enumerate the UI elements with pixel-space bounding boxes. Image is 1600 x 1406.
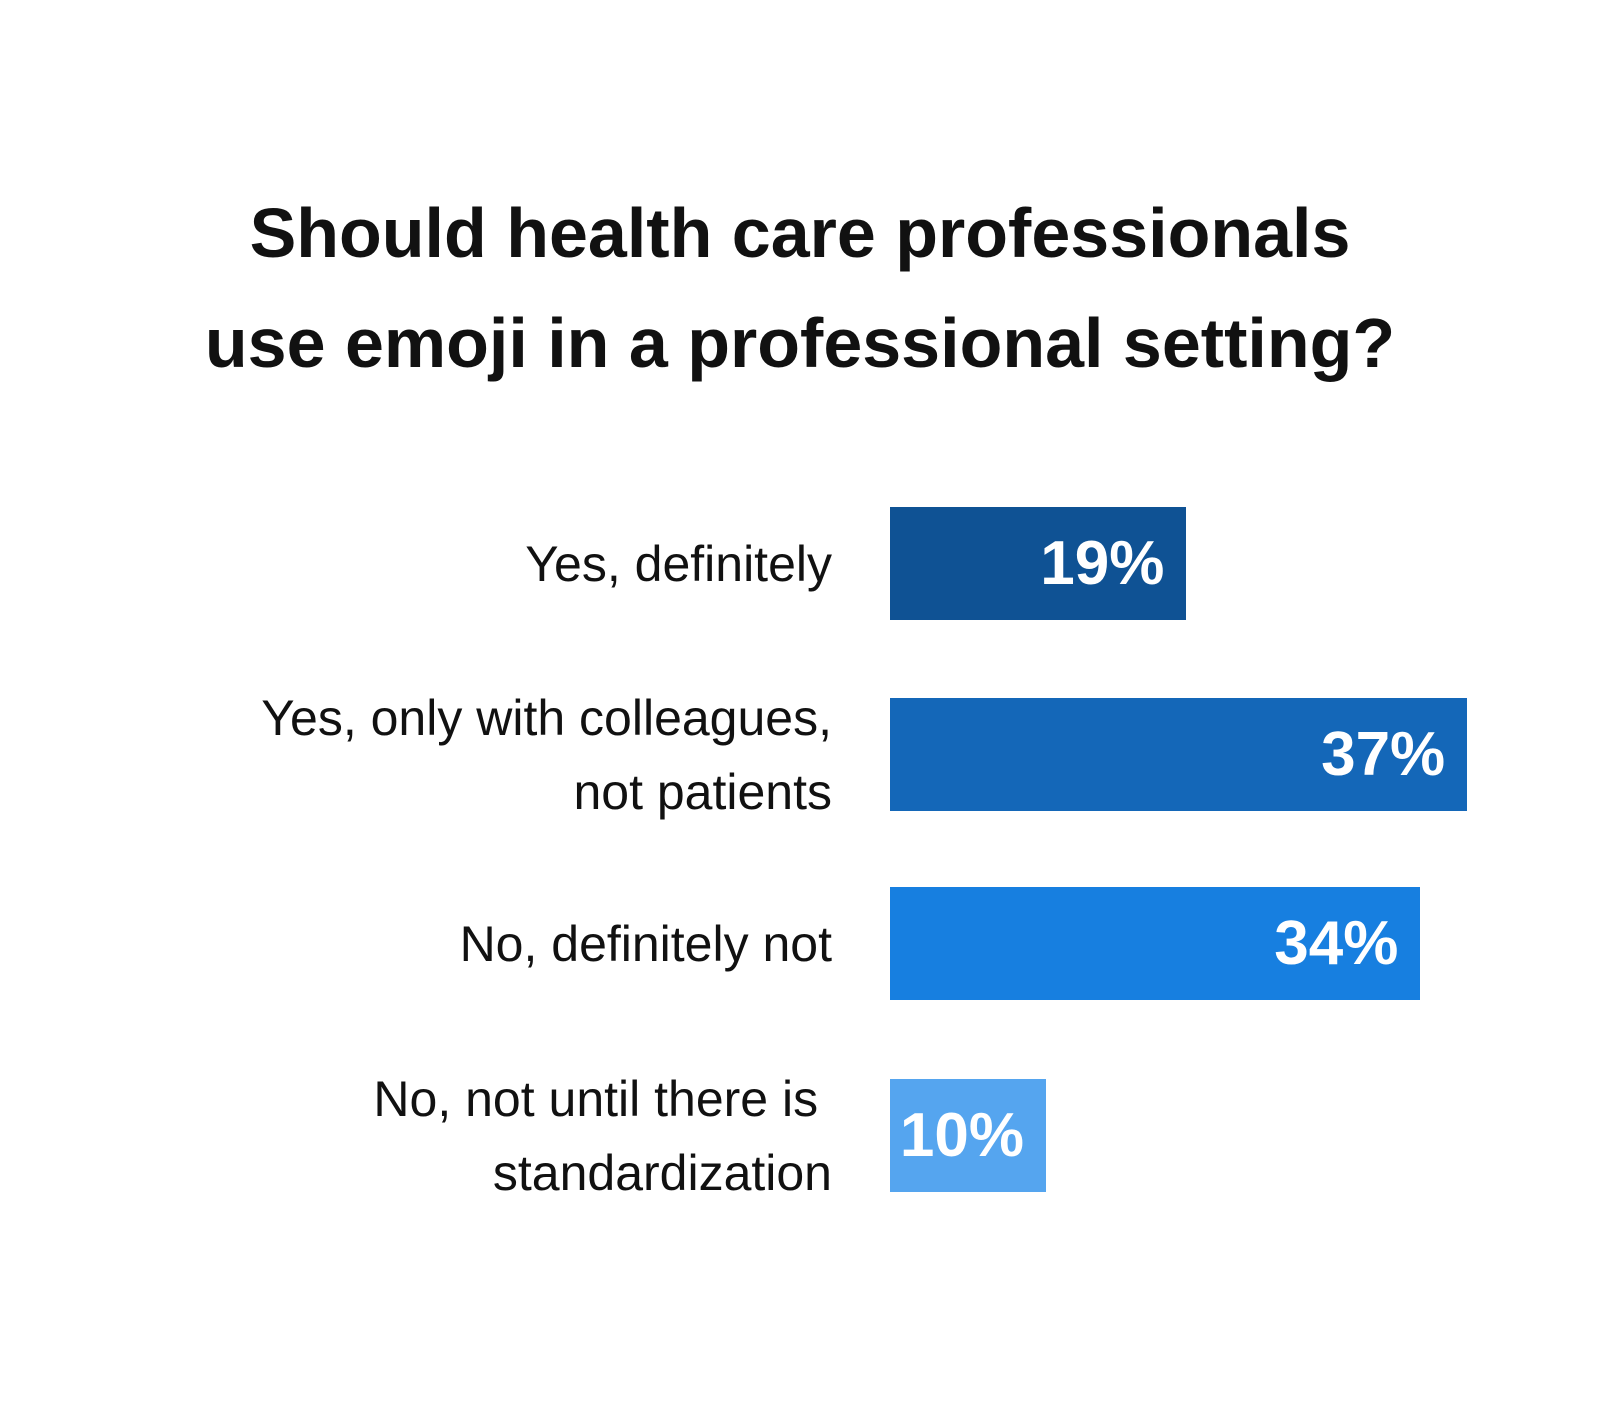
category-label: No, definitely not (459, 915, 832, 972)
value-label: 34% (1274, 909, 1399, 978)
chart-title: Should health care professionals use emo… (204, 194, 1396, 382)
category-label: Yes, definitely (525, 535, 832, 592)
value-label: 37% (1321, 720, 1446, 789)
bar (890, 507, 1187, 620)
bar (890, 698, 1468, 811)
value-label: 10% (899, 1101, 1024, 1170)
bar (890, 1079, 1046, 1192)
category-label: Yes, only with colleagues, not patients (261, 689, 832, 820)
value-label: 19% (1040, 529, 1165, 598)
category-label: No, not until there is standardization (373, 1070, 832, 1201)
bar (890, 887, 1421, 1000)
